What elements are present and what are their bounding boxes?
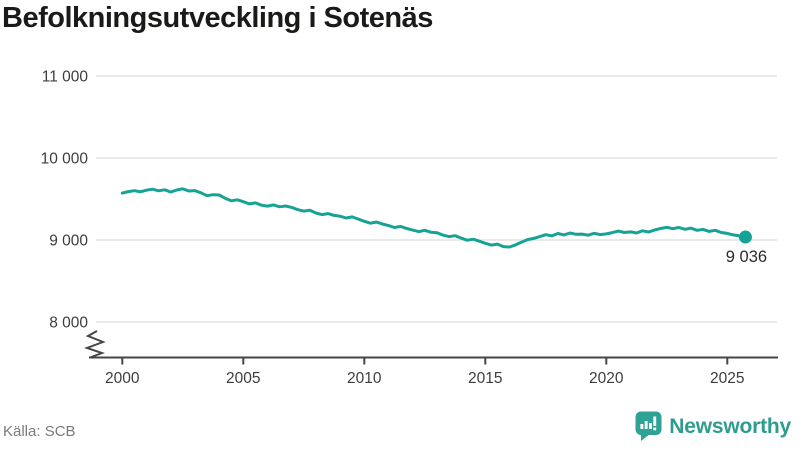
- x-tick-label: 2020: [589, 370, 624, 387]
- population-line: [120, 187, 747, 249]
- y-tick-label: 10 000: [41, 151, 89, 168]
- newsworthy-wordmark: Newsworthy: [669, 415, 791, 438]
- y-axis-break-icon: [84, 330, 106, 359]
- x-tick-label: 2015: [468, 370, 502, 387]
- logo-bar-3: [649, 423, 653, 429]
- y-tick-label: 8 000: [49, 315, 88, 332]
- x-tick-label: 2025: [710, 370, 744, 387]
- newsworthy-icon: [635, 411, 662, 441]
- source-label: Källa: SCB: [3, 423, 76, 440]
- gridlines: [96, 75, 777, 323]
- y-tick-label: 9 000: [49, 233, 88, 250]
- x-tick-label: 2010: [347, 370, 382, 387]
- last-point-marker: [738, 230, 752, 244]
- newsworthy-logo: Newsworthy: [635, 411, 791, 442]
- x-tick-label: 2005: [226, 370, 260, 387]
- logo-exclamation-bar: [653, 416, 657, 426]
- chart-title: Befolkningsutveckling i Sotenäs: [2, 2, 433, 34]
- y-axis-labels: 8 000 9 000 10 000 11 000: [41, 69, 89, 332]
- x-tick-label: 2000: [105, 370, 140, 387]
- logo-exclamation-dot: [653, 427, 657, 431]
- logo-bar-1: [640, 424, 644, 429]
- logo-bar-2: [644, 421, 648, 429]
- y-tick-label: 11 000: [42, 69, 89, 86]
- x-axis: 2000 2005 2010 2015 2020 2025: [89, 356, 778, 387]
- last-value-label: 9 036: [726, 248, 767, 266]
